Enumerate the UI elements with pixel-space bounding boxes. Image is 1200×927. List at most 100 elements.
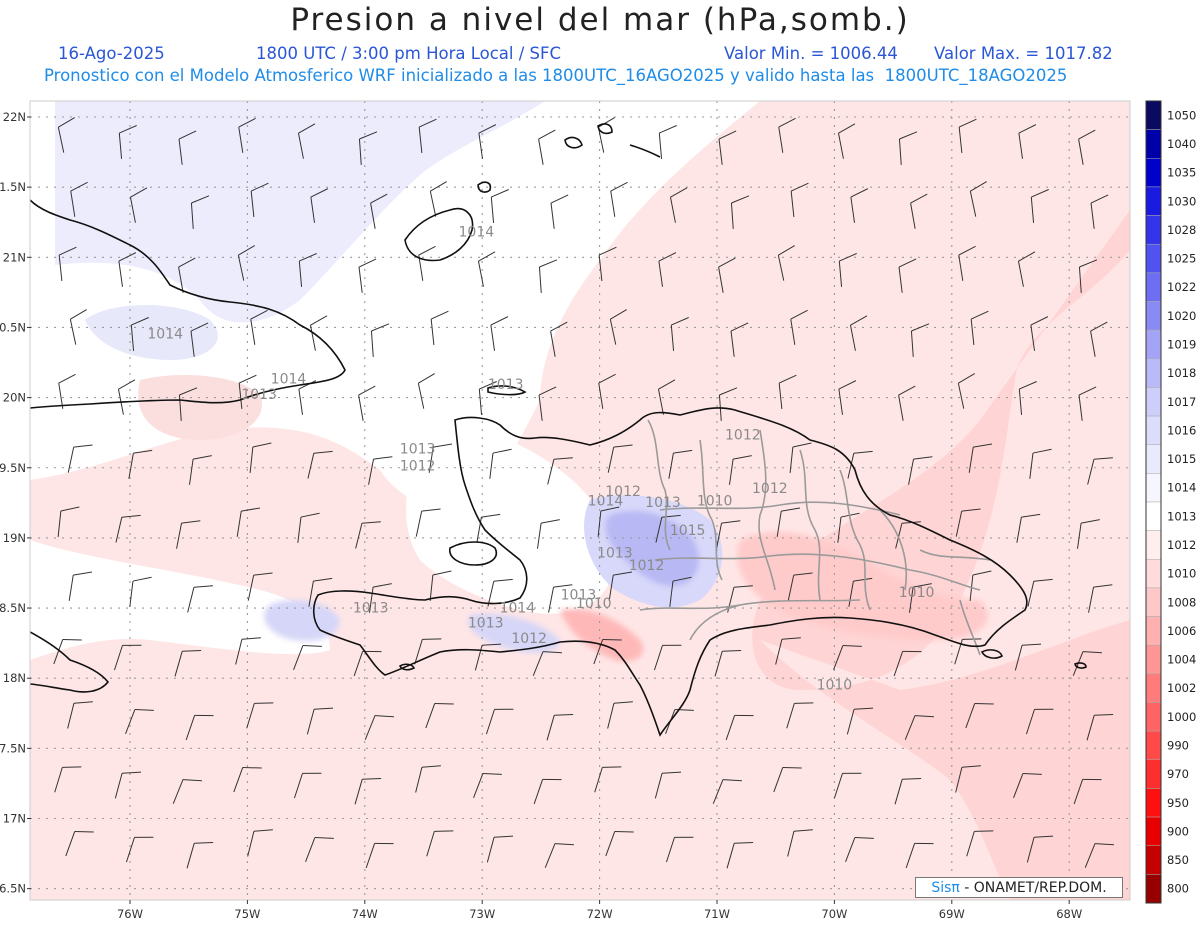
wind-barb [250, 309, 268, 345]
wind-barb [417, 373, 435, 409]
wind-barb [176, 520, 201, 549]
wind-barb [538, 386, 557, 421]
colorbar-label: 1022 [1167, 280, 1196, 294]
wind-barb [238, 117, 256, 153]
colorbar-label: 1040 [1167, 137, 1196, 151]
wind-barb [368, 583, 392, 613]
coast-inagua [404, 208, 474, 262]
contour-label: 1012 [511, 631, 547, 647]
wind-barb [712, 779, 742, 804]
wind-barb [777, 245, 795, 281]
wind-barb [536, 519, 560, 549]
wind-barb [1017, 251, 1036, 287]
wind-barb [657, 379, 676, 415]
wind-barb [297, 123, 316, 159]
credit-box: Sisπ - ONAMET/REP.DOM. [915, 877, 1123, 898]
wind-barb [1026, 835, 1054, 863]
wind-barb [53, 638, 82, 665]
wind-barb [129, 576, 152, 607]
wind-barb [849, 315, 868, 351]
lon-label: 69W [939, 907, 965, 921]
coast-bahamas-4 [629, 144, 661, 158]
wind-barb [910, 323, 930, 357]
wind-barb [238, 374, 257, 409]
wind-barb [293, 645, 322, 670]
lon-label: 68W [1056, 907, 1082, 921]
colorbar-label: 1019 [1167, 337, 1196, 351]
wind-barb [235, 637, 261, 665]
wind-barb [125, 836, 154, 863]
lon-label: 73W [469, 907, 495, 921]
colorbar-label: 1017 [1167, 395, 1196, 409]
colorbar-label: 1013 [1167, 509, 1196, 523]
contour-label: 1012 [629, 558, 665, 574]
wind-barb [237, 245, 255, 281]
wind-barb [487, 578, 513, 607]
wind-barb [474, 643, 502, 671]
wind-barb [236, 507, 261, 537]
wind-barb [354, 778, 382, 805]
wind-barb [297, 512, 320, 543]
colorbar-swatch [1145, 874, 1162, 904]
wind-barbs [53, 117, 1114, 869]
wind-barb [57, 117, 75, 153]
wind-barb [716, 520, 741, 549]
wind-barb [1030, 189, 1049, 223]
contour-label: 1010 [697, 494, 733, 510]
forecast-time-info: 1800 UTC / 3:00 pm Hora Local / SFC [256, 44, 562, 63]
lon-label: 74W [352, 907, 378, 921]
wind-barb [1018, 124, 1037, 159]
wind-barb [233, 766, 262, 793]
wind-barb [775, 637, 801, 665]
wind-barb [478, 381, 497, 415]
contour-label: 1013 [597, 546, 633, 562]
wind-barb [415, 508, 441, 537]
wind-barb [969, 181, 987, 217]
wind-barb [370, 193, 388, 229]
wind-barb [787, 829, 813, 857]
colorbar-label: 970 [1167, 767, 1189, 781]
wind-barb [1025, 708, 1054, 735]
wind-barb [970, 310, 989, 345]
wind-barb [776, 507, 801, 537]
shade-1012-cuba-patch [138, 375, 262, 440]
coast-cuba [30, 199, 346, 409]
contour-label: 1013 [400, 442, 436, 458]
wind-barb [848, 577, 873, 607]
wind-barb [790, 309, 808, 345]
wind-barb [358, 131, 378, 165]
coast-bahamas-3 [597, 123, 613, 135]
wind-barb [190, 322, 209, 357]
colorbar-label: 1004 [1167, 653, 1196, 667]
wind-barb [178, 257, 196, 293]
contour-label: 1013 [488, 377, 524, 393]
colorbar-label: 1015 [1167, 452, 1196, 466]
wind-barb [894, 778, 922, 805]
credit-brand: Sisπ [931, 880, 960, 896]
colorbar-swatch [1145, 816, 1162, 846]
coast-mona [1074, 662, 1087, 669]
wind-barb [955, 508, 981, 537]
wind-barb [57, 506, 80, 537]
wind-barb [728, 455, 752, 485]
lat-label: 20N [3, 391, 26, 405]
colorbar-swatch [1145, 759, 1162, 789]
colorbar-swatch [1145, 415, 1162, 445]
coast-tortuga [487, 385, 527, 396]
colorbar-label: 1012 [1167, 538, 1196, 552]
wind-barb [418, 245, 436, 281]
lat-label: 8.5N [0, 601, 26, 615]
lat-label: 0.5N [0, 320, 26, 334]
wind-barb [130, 317, 149, 351]
wind-barb [67, 444, 93, 473]
wind-barb [355, 521, 381, 549]
wind-barb [845, 837, 874, 862]
wind-barb [898, 385, 916, 421]
lat-label: 21N [3, 250, 26, 264]
colorbar-label: 1000 [1167, 710, 1196, 724]
wind-barb [113, 644, 142, 671]
wind-barb [428, 443, 453, 473]
wind-barb [965, 702, 994, 729]
contour-label: 1014 [500, 600, 536, 616]
